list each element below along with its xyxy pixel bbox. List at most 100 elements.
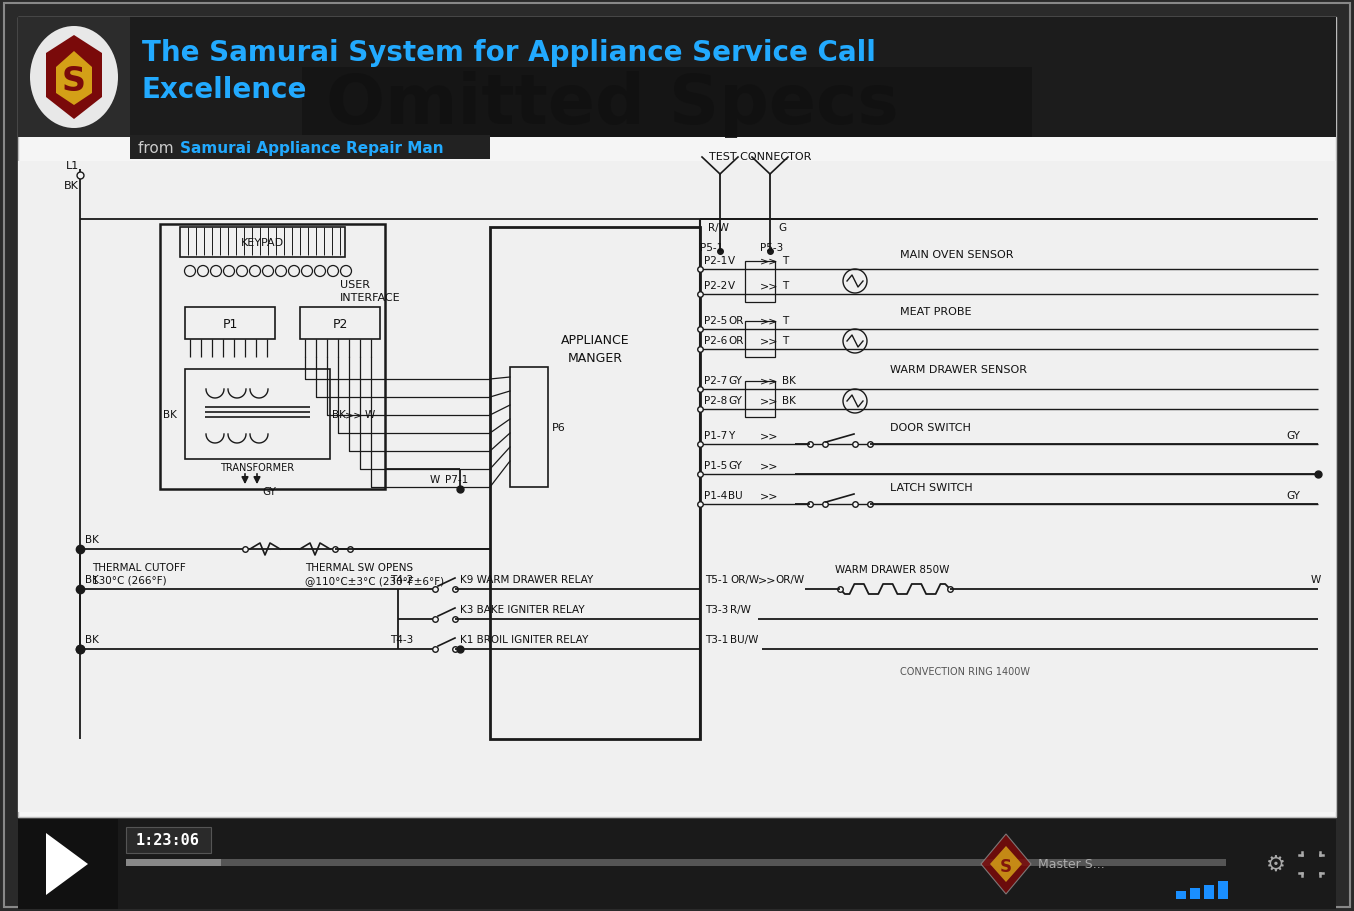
- Text: >>: >>: [760, 490, 779, 500]
- Bar: [1177, 891, 1186, 899]
- Text: Omitted Specs: Omitted Specs: [326, 70, 898, 138]
- Text: BK: BK: [85, 535, 99, 545]
- Text: ⚙: ⚙: [1266, 854, 1286, 874]
- Text: from: from: [138, 140, 179, 156]
- Bar: [160, 225, 385, 489]
- Text: DOOR SWITCH: DOOR SWITCH: [890, 423, 971, 433]
- Text: >>: >>: [760, 431, 779, 441]
- Text: GY: GY: [728, 460, 742, 470]
- Text: T4-3: T4-3: [390, 634, 413, 644]
- Text: T3-3: T3-3: [705, 604, 728, 614]
- Bar: [126, 859, 1225, 866]
- Text: V: V: [728, 281, 735, 291]
- Text: GY: GY: [728, 395, 742, 405]
- Text: >>: >>: [760, 335, 779, 345]
- Text: BK: BK: [64, 180, 79, 190]
- Text: BU: BU: [728, 490, 742, 500]
- Text: >>: >>: [760, 375, 779, 385]
- Text: WARM DRAWER SENSOR: WARM DRAWER SENSOR: [890, 364, 1026, 374]
- Text: >>: >>: [760, 315, 779, 325]
- Bar: [126, 827, 211, 853]
- Text: P1-5: P1-5: [704, 460, 727, 470]
- Text: Excellence: Excellence: [142, 76, 307, 104]
- Text: W: W: [366, 410, 375, 420]
- Bar: [126, 859, 221, 866]
- Text: T4-2: T4-2: [390, 574, 413, 584]
- Text: BK: BK: [85, 634, 99, 644]
- Bar: [745, 322, 774, 358]
- Text: USER: USER: [340, 280, 370, 290]
- Text: P2-5: P2-5: [704, 315, 727, 325]
- Polygon shape: [990, 846, 1022, 882]
- Text: WARM DRAWER 850W: WARM DRAWER 850W: [835, 565, 949, 574]
- Text: P2-6: P2-6: [704, 335, 727, 345]
- Text: Samurai Appliance Repair Man: Samurai Appliance Repair Man: [180, 140, 444, 156]
- Text: P2-7: P2-7: [704, 375, 727, 385]
- Text: P7-1: P7-1: [445, 475, 468, 485]
- Polygon shape: [46, 833, 88, 895]
- Bar: [302, 68, 1032, 138]
- Bar: [1204, 885, 1215, 899]
- Polygon shape: [56, 52, 92, 106]
- Text: GY: GY: [1286, 490, 1300, 500]
- Text: P2: P2: [332, 317, 348, 330]
- Text: OR/W: OR/W: [730, 574, 760, 584]
- Text: >>: >>: [345, 410, 363, 420]
- Text: INTERFACE: INTERFACE: [340, 292, 401, 302]
- Text: BK: BK: [783, 395, 796, 405]
- Text: P1-4: P1-4: [704, 490, 727, 500]
- Bar: [18, 819, 1336, 909]
- Bar: [745, 382, 774, 417]
- Text: P5-1: P5-1: [700, 242, 723, 252]
- Text: K1 BROIL IGNITER RELAY: K1 BROIL IGNITER RELAY: [460, 634, 589, 644]
- Text: P2-8: P2-8: [704, 395, 727, 405]
- Text: >>: >>: [760, 281, 779, 291]
- Text: L1: L1: [66, 161, 80, 171]
- Text: T: T: [783, 335, 788, 345]
- Text: P1-7: P1-7: [704, 431, 727, 441]
- Text: >>: >>: [760, 460, 779, 470]
- Bar: [180, 228, 345, 258]
- Bar: [18, 18, 1336, 138]
- Text: S: S: [1001, 857, 1011, 875]
- Ellipse shape: [30, 27, 118, 128]
- Text: BU/W: BU/W: [730, 634, 758, 644]
- Bar: [18, 18, 1336, 817]
- Text: Master S...: Master S...: [1039, 857, 1105, 871]
- Bar: [185, 308, 275, 340]
- Text: MANGER: MANGER: [567, 351, 623, 364]
- Polygon shape: [982, 834, 1030, 894]
- Text: KEYPAD: KEYPAD: [241, 238, 283, 248]
- Text: K9 WARM DRAWER RELAY: K9 WARM DRAWER RELAY: [460, 574, 593, 584]
- Text: W: W: [431, 475, 440, 485]
- Text: APPLIANCE: APPLIANCE: [561, 333, 630, 346]
- Bar: [18, 18, 130, 138]
- Text: MEAT PROBE: MEAT PROBE: [900, 307, 972, 317]
- Bar: [185, 370, 330, 459]
- Text: GY: GY: [728, 375, 742, 385]
- Bar: [301, 308, 380, 340]
- Text: OR/W: OR/W: [774, 574, 804, 584]
- Text: @110°C±3°C (230°F±6°F): @110°C±3°C (230°F±6°F): [305, 576, 444, 586]
- Text: >>: >>: [760, 256, 779, 266]
- Bar: [18, 819, 118, 909]
- Text: TRANSFORMER: TRANSFORMER: [219, 463, 294, 473]
- Text: K3 BAKE IGNITER RELAY: K3 BAKE IGNITER RELAY: [460, 604, 585, 614]
- Text: T3-1: T3-1: [705, 634, 728, 644]
- Text: CONVECTION RING 1400W: CONVECTION RING 1400W: [900, 666, 1030, 676]
- Text: TEST CONNECTOR: TEST CONNECTOR: [708, 152, 811, 162]
- Text: THERMAL SW OPENS: THERMAL SW OPENS: [305, 562, 413, 572]
- Text: G: G: [779, 223, 787, 232]
- Bar: [1190, 888, 1200, 899]
- Text: P2-2: P2-2: [704, 281, 727, 291]
- Text: GY: GY: [263, 486, 276, 496]
- Text: T5-1: T5-1: [705, 574, 728, 584]
- Bar: [18, 162, 1336, 812]
- Text: P5-3: P5-3: [760, 242, 783, 252]
- Text: R/W: R/W: [708, 223, 728, 232]
- Text: LATCH SWITCH: LATCH SWITCH: [890, 483, 972, 493]
- Bar: [490, 228, 700, 739]
- Text: BK: BK: [783, 375, 796, 385]
- Bar: [745, 261, 774, 302]
- Text: >>: >>: [758, 574, 776, 584]
